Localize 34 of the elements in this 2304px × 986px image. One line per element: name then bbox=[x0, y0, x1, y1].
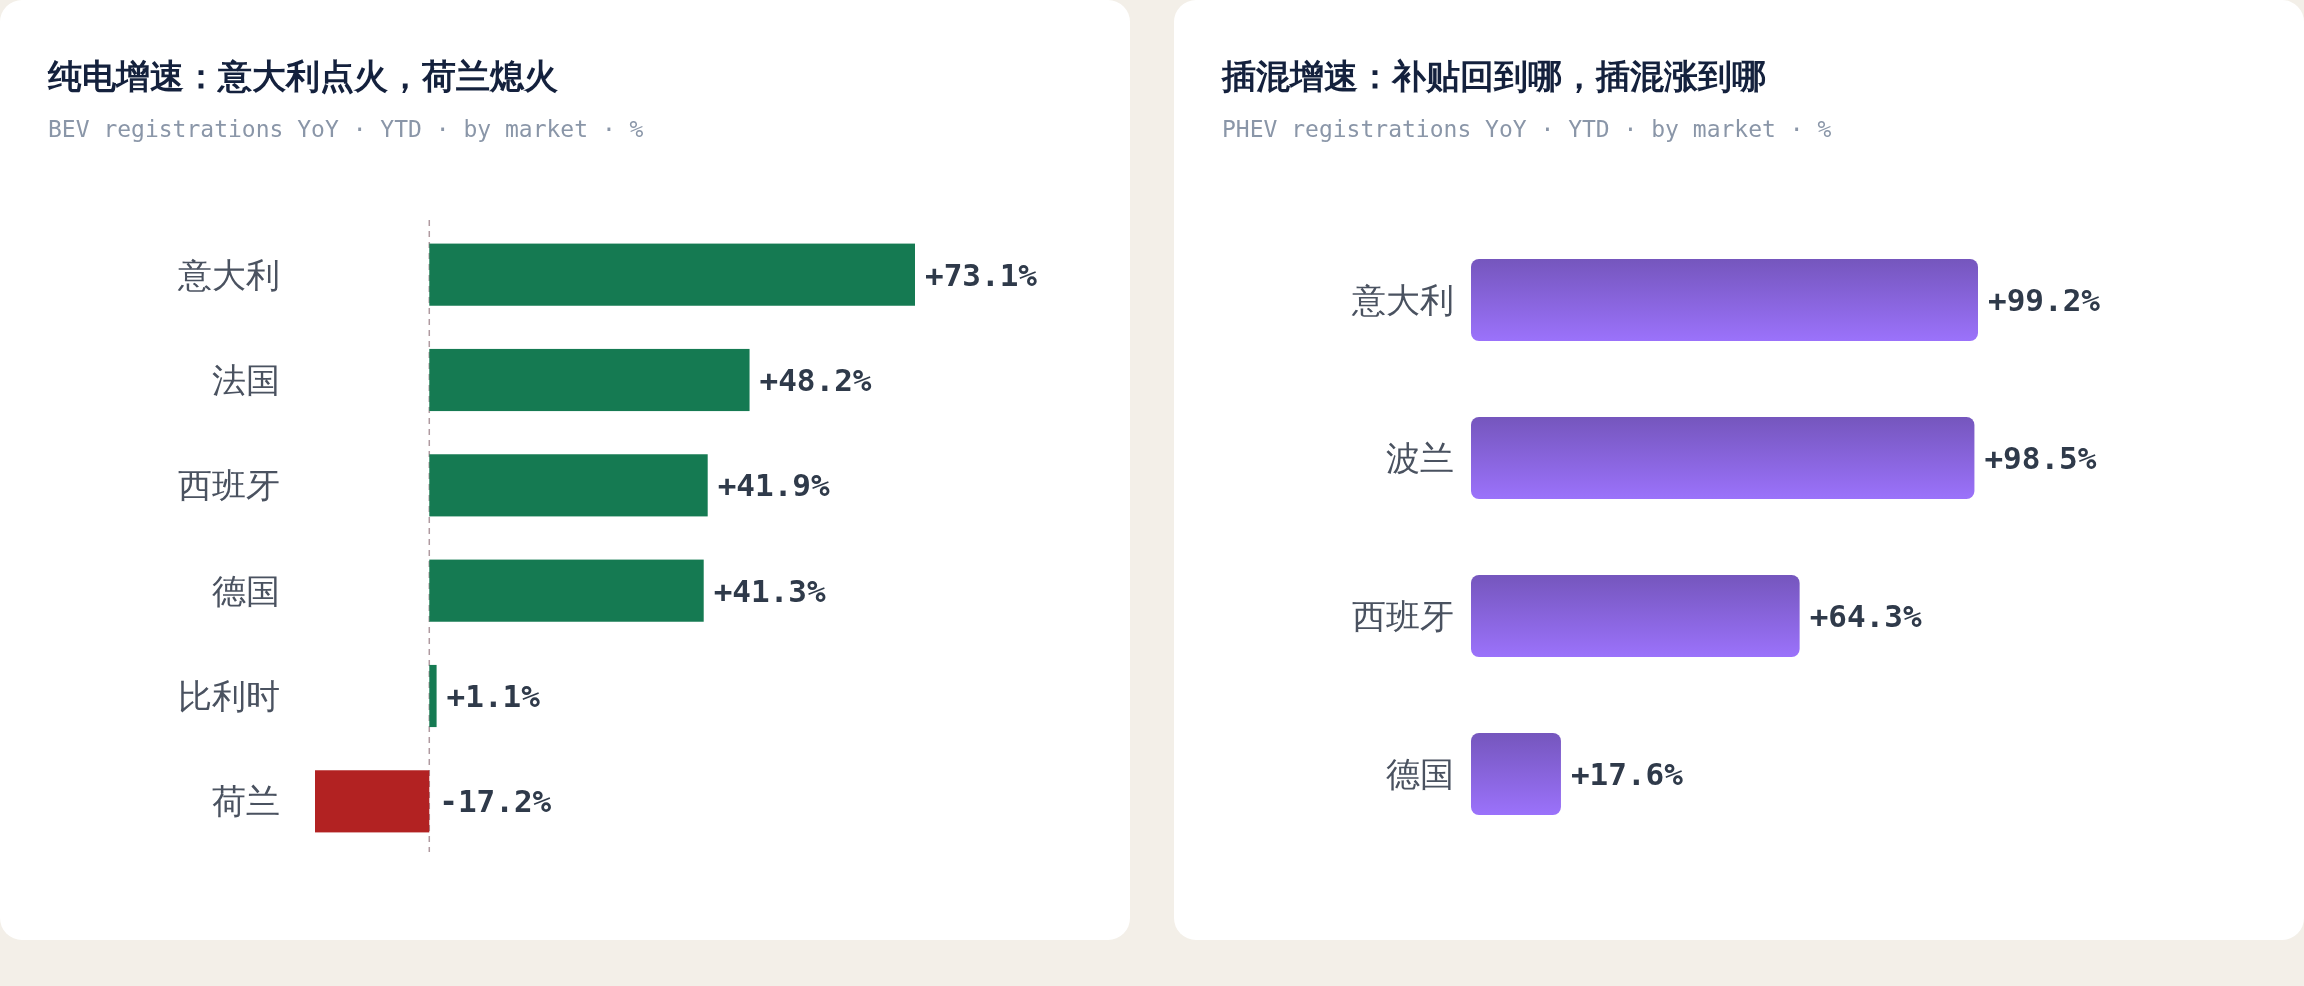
chart-title: 插混增速：补贴回到哪，插混涨到哪 bbox=[1221, 56, 1766, 96]
y-tick-label: 比利时 bbox=[178, 675, 280, 716]
y-tick-label: 荷兰 bbox=[212, 781, 280, 822]
bar bbox=[429, 559, 704, 622]
y-tick-label: 意大利 bbox=[177, 254, 280, 295]
bar bbox=[429, 348, 750, 412]
data-label: +1.1% bbox=[446, 677, 541, 714]
data-label: +98.5% bbox=[1984, 439, 2097, 476]
data-label: +64.3% bbox=[1809, 597, 1922, 634]
data-label: -17.2% bbox=[439, 783, 552, 820]
bar bbox=[1471, 416, 1975, 500]
y-tick-label: 波兰 bbox=[1386, 437, 1454, 478]
bar bbox=[315, 770, 430, 833]
bar bbox=[429, 664, 437, 728]
data-label: +99.2% bbox=[1988, 281, 2101, 318]
chart-subtitle: BEV registrations YoY · YTD · by market · % bbox=[48, 116, 644, 142]
bar bbox=[1471, 258, 1978, 342]
chart-subtitle: PHEV registrations YoY · YTD · by market · % bbox=[1222, 116, 1832, 142]
y-tick-label: 意大利 bbox=[1351, 279, 1454, 320]
y-tick-label: 西班牙 bbox=[1352, 595, 1454, 636]
data-label: +41.9% bbox=[717, 467, 831, 504]
bar bbox=[429, 454, 708, 517]
y-tick-label: 德国 bbox=[212, 570, 280, 611]
data-label: +48.2% bbox=[759, 361, 872, 398]
bar bbox=[1471, 732, 1561, 816]
bar bbox=[1471, 574, 1800, 658]
bar bbox=[429, 243, 915, 306]
data-label: +41.3% bbox=[713, 572, 827, 609]
chart-title: 纯电增速：意大利点火，荷兰熄火 bbox=[47, 56, 558, 96]
y-tick-label: 法国 bbox=[212, 359, 280, 400]
y-tick-label: 德国 bbox=[1386, 753, 1454, 794]
data-label: +17.6% bbox=[1570, 755, 1684, 792]
y-tick-label: 西班牙 bbox=[178, 465, 280, 506]
data-label: +73.1% bbox=[925, 256, 1038, 293]
